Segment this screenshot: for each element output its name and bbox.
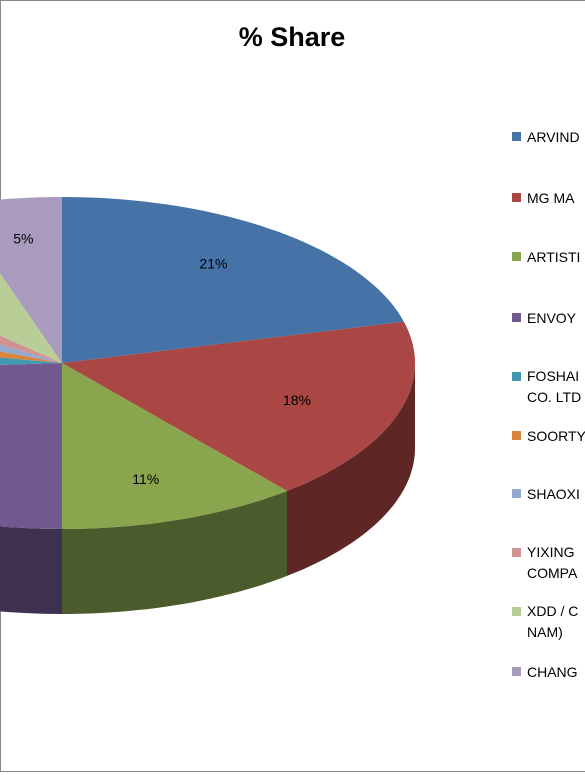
legend-label: XDD / C NAM) xyxy=(527,603,579,640)
legend-swatch xyxy=(512,547,521,557)
pie-slice xyxy=(0,197,62,363)
legend-swatch xyxy=(512,193,521,202)
legend-label: FOSHAI CO. LTD xyxy=(527,368,582,405)
data-label: 21% xyxy=(199,255,227,271)
legend-swatch xyxy=(512,371,521,381)
pie-slice xyxy=(0,357,62,365)
legend-label: ARVIND xyxy=(527,128,580,145)
pie-slice xyxy=(62,197,404,363)
data-label: 5% xyxy=(13,231,33,247)
legend-label: CHANG xyxy=(527,663,578,680)
legend-swatch xyxy=(512,606,521,616)
legend-swatch xyxy=(512,313,521,322)
pie-slice xyxy=(62,363,287,529)
pie-slice xyxy=(0,335,62,363)
legend-swatch xyxy=(512,667,521,676)
legend-label: SOORTY xyxy=(527,427,585,444)
legend-swatch xyxy=(512,132,521,141)
pie-slice xyxy=(62,321,415,491)
legend-label: ARTISTI xyxy=(527,248,581,265)
legend-swatch xyxy=(512,252,521,261)
data-label: 18% xyxy=(283,392,311,408)
legend-swatch xyxy=(512,489,521,498)
data-label: 11% xyxy=(132,471,159,487)
pie-side xyxy=(62,490,287,614)
pie-side xyxy=(287,363,415,576)
pie-side xyxy=(0,526,62,614)
legend-label: SHAOXI xyxy=(527,485,580,502)
pie-slice xyxy=(0,363,62,529)
chart-title: % Share xyxy=(239,22,346,52)
legend-label: ENVOY xyxy=(527,309,577,326)
legend-label: YIXING COMPA xyxy=(527,544,578,581)
legend-label: MG MA xyxy=(527,189,575,206)
legend-swatch xyxy=(512,431,521,440)
